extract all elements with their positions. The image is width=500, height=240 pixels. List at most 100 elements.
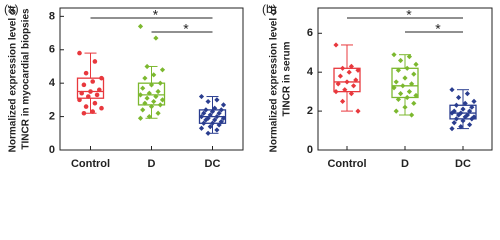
data-point — [467, 108, 473, 114]
figure: (a)Normalized expression level of TINCR i… — [4, 2, 493, 170]
data-point — [90, 109, 95, 114]
data-point — [406, 89, 412, 95]
data-point — [86, 94, 91, 99]
data-point — [391, 85, 397, 91]
box — [76, 77, 105, 99]
data-point — [159, 97, 166, 103]
data-point — [97, 87, 102, 93]
data-point — [205, 130, 211, 136]
y-tick-label: 4 — [307, 66, 314, 78]
data-point — [402, 75, 408, 81]
data-point — [398, 57, 404, 64]
significance-label: * — [153, 7, 159, 23]
data-point — [462, 114, 468, 120]
data-point — [214, 127, 220, 133]
data-point — [137, 23, 144, 29]
data-point — [137, 115, 144, 121]
data-point — [218, 119, 224, 125]
data-point — [153, 93, 159, 100]
data-point — [207, 124, 213, 130]
data-point — [344, 79, 350, 85]
data-point — [413, 61, 419, 68]
data-point — [411, 100, 417, 106]
data-point — [453, 102, 459, 108]
data-point — [99, 105, 104, 111]
panel-label: (b) — [262, 2, 277, 16]
data-point — [144, 95, 150, 101]
panel-label: (a) — [4, 2, 19, 16]
data-point — [351, 83, 357, 89]
data-point — [201, 110, 207, 116]
data-point — [148, 82, 155, 88]
data-point — [148, 103, 155, 110]
data-point — [140, 107, 146, 113]
box — [333, 67, 361, 93]
data-point — [464, 90, 470, 97]
data-point — [348, 63, 354, 69]
data-point — [159, 67, 166, 73]
y-axis-label: Normalized expression level of — [269, 5, 280, 152]
significance-label: * — [435, 21, 441, 37]
data-point — [209, 120, 216, 126]
data-point — [77, 97, 82, 103]
y-axis-label: Normalized expression level of — [8, 5, 19, 152]
data-point — [449, 87, 455, 93]
data-point — [395, 67, 401, 73]
y-tick-label: 2 — [307, 105, 313, 117]
data-point — [458, 124, 464, 130]
data-point — [198, 125, 205, 131]
x-tick-label: DC — [455, 158, 471, 170]
data-point — [409, 81, 415, 87]
data-point — [471, 98, 477, 104]
data-point — [83, 104, 89, 109]
data-point — [456, 112, 462, 118]
x-tick-label: DC — [205, 158, 221, 170]
data-point — [151, 72, 157, 78]
y-tick-label: 0 — [307, 144, 313, 156]
data-point — [88, 89, 93, 94]
data-point — [402, 104, 408, 110]
data-point — [212, 117, 218, 123]
data-point — [413, 92, 419, 99]
data-point — [157, 102, 163, 108]
y-tick-label: 6 — [307, 27, 313, 39]
data-point — [409, 112, 415, 118]
data-point — [214, 113, 220, 120]
data-point — [348, 90, 354, 97]
data-point — [404, 94, 410, 101]
data-point — [400, 83, 406, 89]
data-point — [99, 75, 104, 81]
data-point — [451, 108, 457, 114]
data-point — [216, 122, 222, 128]
data-point — [198, 93, 205, 100]
data-point — [353, 77, 359, 83]
data-point — [462, 100, 468, 106]
data-point — [77, 50, 82, 56]
data-point — [90, 79, 95, 84]
data-point — [340, 65, 346, 71]
data-point — [333, 42, 339, 48]
data-point — [406, 54, 412, 60]
data-point — [398, 90, 404, 97]
data-point — [469, 104, 475, 110]
data-point — [451, 120, 457, 126]
data-point — [142, 75, 148, 81]
data-point — [340, 98, 346, 104]
data-point — [393, 79, 399, 85]
data-point — [218, 107, 224, 113]
data-point — [144, 63, 150, 70]
data-point — [460, 118, 466, 124]
data-point — [453, 116, 459, 122]
data-point — [355, 67, 361, 73]
data-point — [203, 107, 209, 113]
data-point — [469, 116, 475, 122]
data-point — [157, 80, 163, 86]
data-point — [142, 100, 148, 106]
data-point — [81, 82, 87, 88]
data-point — [137, 92, 144, 98]
y-axis-label: TINCR in serum — [282, 41, 293, 116]
data-point — [467, 122, 473, 128]
data-point — [209, 108, 216, 115]
significance-label: * — [406, 7, 412, 23]
data-point — [212, 105, 218, 111]
